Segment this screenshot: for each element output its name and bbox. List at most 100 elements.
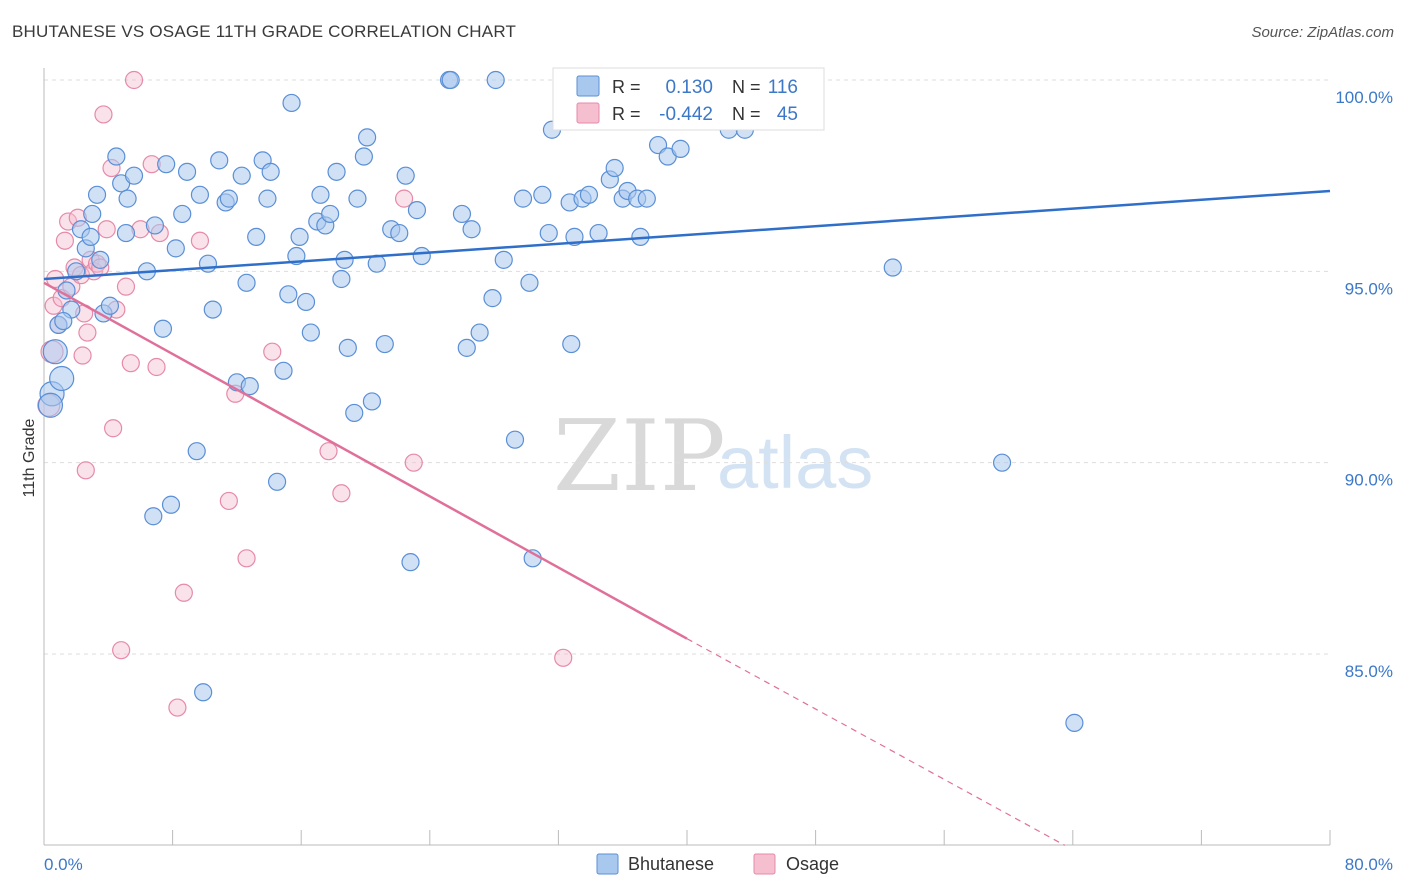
osage-point <box>404 453 423 472</box>
bhutanese-point <box>37 392 64 418</box>
bhutanese-point <box>533 185 552 204</box>
series-legend: Bhutanese Osage <box>596 853 839 875</box>
bhutanese-point <box>198 254 218 273</box>
bhutanese-point <box>637 189 656 208</box>
bhutanese-point <box>441 70 460 90</box>
bhutanese-point <box>321 204 340 224</box>
bhutanese-trendline <box>43 189 1331 281</box>
bhutanese-r-value: 0.130 <box>665 77 713 98</box>
bhutanese-point <box>589 223 608 243</box>
bhutanese-point <box>1065 713 1084 732</box>
bhutanese-point <box>301 323 320 342</box>
bhutanese-point <box>237 273 256 292</box>
osage-point <box>55 231 74 250</box>
bhutanese-point <box>81 227 100 246</box>
bhutanese-point <box>161 495 181 514</box>
bhutanese-point <box>457 338 476 357</box>
osage-point <box>104 419 123 438</box>
bhutanese-point <box>513 189 533 208</box>
bhutanese-point <box>327 162 346 181</box>
osage-r-label: R = <box>612 104 641 124</box>
x-ticks <box>43 830 1331 845</box>
osage-point <box>394 189 414 208</box>
legend-bhutanese-swatch <box>596 853 619 875</box>
osage-point <box>76 461 95 480</box>
bhutanese-point <box>107 147 126 166</box>
y-tick-label: 95.0% <box>1345 279 1393 298</box>
bhutanese-swatch <box>576 75 600 97</box>
bhutanese-point <box>605 158 624 178</box>
bhutanese-points <box>37 70 1084 732</box>
x-tick-label-min: 0.0% <box>44 855 83 874</box>
bhutanese-point <box>166 239 185 258</box>
bhutanese-point <box>124 166 144 185</box>
bhutanese-point <box>232 166 251 185</box>
osage-point <box>121 354 140 373</box>
bhutanese-point <box>258 189 277 208</box>
osage-point <box>112 641 131 660</box>
bhutanese-point <box>203 300 222 319</box>
bhutanese-point <box>401 553 420 572</box>
bhutanese-point <box>42 339 68 365</box>
osage-r-value: -0.442 <box>659 104 713 125</box>
osage-n-label: N = <box>732 104 761 124</box>
bhutanese-point <box>412 246 431 266</box>
bhutanese-point <box>153 319 173 338</box>
legend-osage-swatch <box>753 853 776 875</box>
bhutanese-point <box>267 472 287 491</box>
bhutanese-point <box>194 683 213 702</box>
osage-trendline <box>43 281 688 640</box>
osage-point <box>116 277 136 296</box>
bhutanese-point <box>486 70 505 90</box>
osage-point <box>319 442 338 461</box>
bhutanese-point <box>210 151 229 170</box>
legend-osage-label: Osage <box>786 854 839 874</box>
bhutanese-point <box>240 377 259 396</box>
bhutanese-point <box>992 453 1012 472</box>
chart-title: BHUTANESE VS OSAGE 11TH GRADE CORRELATIO… <box>12 22 517 41</box>
bhutanese-point <box>470 323 489 342</box>
osage-point <box>554 648 573 667</box>
bhutanese-point <box>407 201 427 220</box>
watermark: ZIP atlas <box>553 400 873 514</box>
osage-point <box>73 346 92 365</box>
osage-point <box>97 220 116 239</box>
bhutanese-point <box>144 507 163 526</box>
bhutanese-point <box>296 292 316 312</box>
bhutanese-n-value: 116 <box>768 77 798 98</box>
bhutanese-point <box>345 403 364 423</box>
bhutanese-point <box>348 189 367 208</box>
bhutanese-point <box>118 189 137 208</box>
bhutanese-point <box>358 128 377 147</box>
bhutanese-point <box>290 227 309 246</box>
bhutanese-point <box>177 162 197 181</box>
bhutanese-point <box>219 189 238 208</box>
bhutanese-point <box>375 334 394 354</box>
osage-point <box>174 583 193 602</box>
bhutanese-point <box>332 269 351 289</box>
bhutanese-point <box>87 185 107 204</box>
bhutanese-point <box>145 216 165 235</box>
bhutanese-point <box>396 166 415 185</box>
y-tick-labels: 85.0% 90.0% 95.0% 100.0% <box>1335 88 1393 681</box>
bhutanese-point <box>274 361 293 380</box>
osage-n-value: 45 <box>777 104 798 125</box>
osage-point <box>168 698 187 717</box>
stats-legend: R = 0.130 N = 116 R = -0.442 N = 45 <box>552 67 825 131</box>
bhutanese-point <box>338 338 357 357</box>
bhutanese-point <box>247 227 266 246</box>
bhutanese-point <box>452 204 472 224</box>
bhutanese-point <box>483 289 502 308</box>
osage-point <box>78 323 97 342</box>
bhutanese-point <box>390 223 409 243</box>
bhutanese-point <box>520 273 539 292</box>
osage-point <box>124 70 144 90</box>
y-tick-label: 100.0% <box>1335 88 1393 107</box>
bhutanese-point <box>282 93 301 113</box>
osage-points <box>37 70 573 717</box>
bhutanese-point <box>261 162 280 181</box>
trendlines <box>43 189 1331 846</box>
osage-point <box>332 484 351 503</box>
x-tick-label-max: 80.0% <box>1345 855 1393 874</box>
